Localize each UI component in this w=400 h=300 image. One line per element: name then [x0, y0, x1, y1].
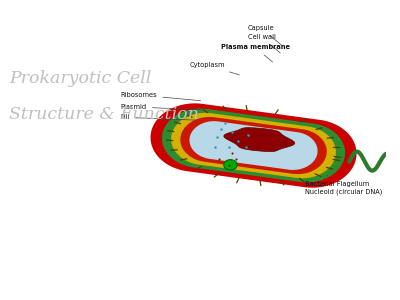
- Polygon shape: [162, 109, 345, 182]
- Text: Capsule: Capsule: [248, 25, 282, 46]
- Text: Pili: Pili: [121, 114, 197, 120]
- Polygon shape: [150, 103, 356, 188]
- Text: Cell wall: Cell wall: [248, 34, 280, 53]
- Text: Structure & Function: Structure & Function: [9, 106, 199, 123]
- Polygon shape: [180, 117, 327, 174]
- Text: Nucleoid (circular DNA): Nucleoid (circular DNA): [306, 184, 383, 195]
- Text: Ribosomes: Ribosomes: [121, 92, 201, 101]
- Text: Plasma membrane: Plasma membrane: [221, 44, 290, 62]
- Text: Plasmid: Plasmid: [121, 104, 201, 110]
- Ellipse shape: [224, 160, 237, 170]
- Polygon shape: [190, 121, 318, 170]
- Text: Bacterial Flagellum: Bacterial Flagellum: [306, 176, 370, 187]
- Text: Prokaryotic Cell: Prokaryotic Cell: [9, 70, 151, 87]
- Polygon shape: [224, 128, 295, 152]
- Polygon shape: [171, 113, 336, 178]
- Text: Cytoplasm: Cytoplasm: [190, 62, 239, 75]
